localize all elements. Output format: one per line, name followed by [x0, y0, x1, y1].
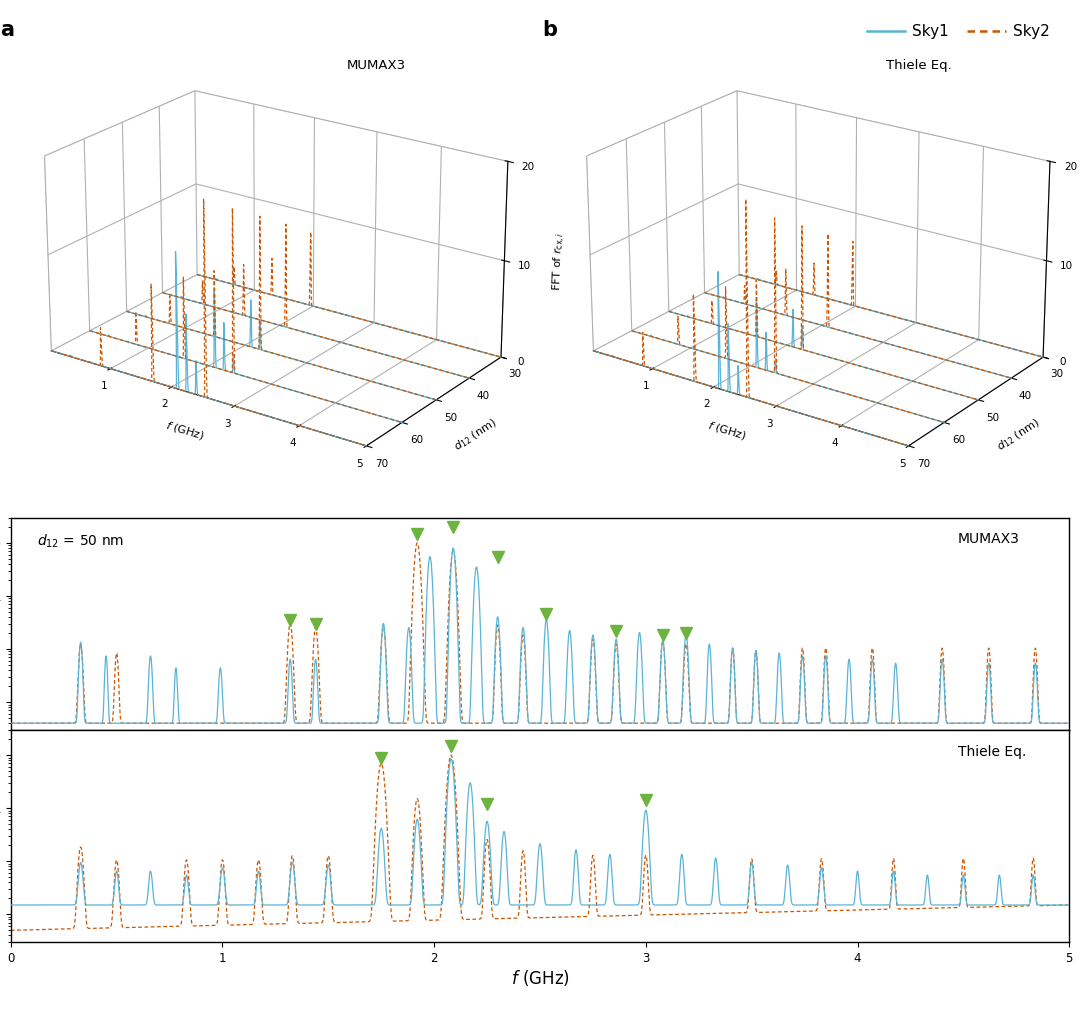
Text: Thiele Eq.: Thiele Eq.: [958, 745, 1026, 759]
Y-axis label: $d_{12}$ (nm): $d_{12}$ (nm): [451, 416, 500, 454]
X-axis label: $f$ (GHz): $f$ (GHz): [163, 418, 205, 443]
Text: Thiele Eq.: Thiele Eq.: [886, 60, 951, 72]
Text: a: a: [0, 20, 14, 41]
X-axis label: $f$ (GHz): $f$ (GHz): [511, 967, 569, 988]
Y-axis label: $d_{12}$ (nm): $d_{12}$ (nm): [994, 416, 1042, 454]
Text: MUMAX3: MUMAX3: [958, 533, 1020, 546]
Text: b: b: [542, 20, 557, 41]
X-axis label: $f$ (GHz): $f$ (GHz): [705, 418, 747, 443]
Text: $d_{12}$ = 50 nm: $d_{12}$ = 50 nm: [37, 533, 124, 550]
Legend: Sky1, Sky2: Sky1, Sky2: [861, 18, 1056, 45]
Text: MUMAX3: MUMAX3: [347, 60, 406, 72]
